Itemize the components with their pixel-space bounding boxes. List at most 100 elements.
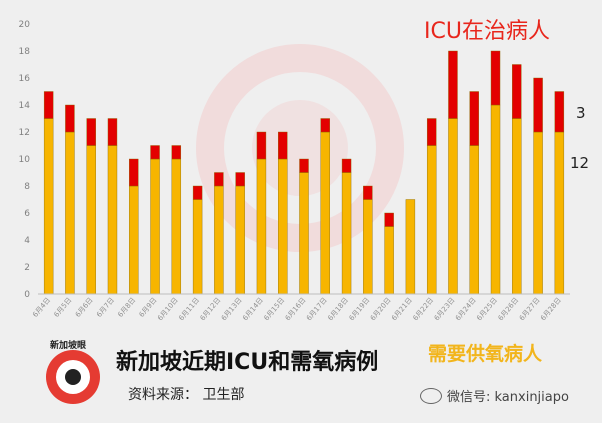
legend-icu-label: ICU在治病人 xyxy=(424,19,550,44)
wechat-id-text: 微信号: kanxinjiapo xyxy=(447,390,569,405)
bar-oxygen xyxy=(384,226,394,295)
wechat-id: 微信号: kanxinjiapo xyxy=(420,386,569,405)
bar-icu xyxy=(235,172,245,187)
y-tick-label: 4 xyxy=(24,236,30,246)
last-bar-top-label: 3 xyxy=(576,104,586,122)
y-tick-label: 2 xyxy=(24,263,30,273)
y-tick-label: 14 xyxy=(19,101,31,111)
bar-icu xyxy=(448,50,458,119)
legend-oxygen-label: 需要供氧病人 xyxy=(428,342,543,365)
bar-icu xyxy=(256,131,267,160)
wechat-icon xyxy=(420,387,442,404)
x-tick-label: 6月18日 xyxy=(326,296,350,322)
x-tick-label: 6月21日 xyxy=(390,296,414,322)
bar-oxygen xyxy=(235,185,245,295)
bar-icu xyxy=(363,185,373,200)
x-tick-label: 6月11日 xyxy=(177,296,201,322)
bar-oxygen xyxy=(129,185,139,295)
bar-icu xyxy=(171,145,182,160)
x-tick-label: 6月20日 xyxy=(369,296,393,322)
bar-icu xyxy=(192,185,203,200)
bar-oxygen xyxy=(490,104,501,295)
bar-oxygen xyxy=(341,172,352,295)
x-tick-label: 6月8日 xyxy=(116,296,137,319)
bar-icu xyxy=(107,118,118,146)
bar-icu xyxy=(86,118,96,146)
logo-text: 新加坡眼 xyxy=(50,341,87,351)
bar-oxygen xyxy=(554,131,565,295)
bar-oxygen xyxy=(405,199,416,295)
x-tick-label: 6月28日 xyxy=(539,296,563,322)
bar-oxygen xyxy=(448,118,458,295)
bar-oxygen xyxy=(256,158,267,295)
x-tick-label: 6月6日 xyxy=(74,296,95,319)
bar-oxygen xyxy=(192,199,203,295)
bar-oxygen xyxy=(107,145,118,295)
x-tick-label: 6月26日 xyxy=(497,296,521,322)
bar-icu xyxy=(320,118,330,133)
bar-icu xyxy=(533,77,543,133)
x-tick-label: 6月7日 xyxy=(95,296,116,319)
x-tick-label: 6月25日 xyxy=(475,296,499,322)
x-tick-label: 6月5日 xyxy=(53,296,74,319)
bar-icu xyxy=(65,104,75,133)
bar-oxygen xyxy=(363,199,373,295)
y-tick-label: 6 xyxy=(24,209,30,219)
bar-icu xyxy=(554,91,565,133)
bar-oxygen xyxy=(512,118,522,295)
y-tick-label: 8 xyxy=(24,182,30,192)
x-tick-label: 6月17日 xyxy=(305,296,329,322)
x-tick-label: 6月16日 xyxy=(284,296,308,322)
logo-ring-icon xyxy=(46,350,100,404)
bar-oxygen xyxy=(171,158,182,295)
bar-icu xyxy=(469,91,479,146)
bar-icu xyxy=(129,158,139,187)
bar-oxygen xyxy=(426,145,437,295)
brand-logo: 新加坡眼 xyxy=(38,338,110,414)
last-bar-bottom-label: 12 xyxy=(570,154,589,172)
logo-eye-icon xyxy=(56,360,90,394)
x-tick-label: 6月13日 xyxy=(220,296,244,322)
bar-icu xyxy=(512,64,522,119)
y-tick-label: 16 xyxy=(19,74,31,84)
page-title: 新加坡近期ICU和需氧病例 xyxy=(116,350,379,375)
y-tick-label: 0 xyxy=(24,290,30,300)
x-tick-label: 6月14日 xyxy=(241,296,265,322)
x-tick-label: 6月15日 xyxy=(263,296,287,322)
x-tick-label: 6月23日 xyxy=(433,296,457,322)
x-tick-label: 6月19日 xyxy=(348,296,372,322)
bar-oxygen xyxy=(150,158,160,295)
x-tick-label: 6月22日 xyxy=(411,296,435,322)
bar-icu xyxy=(490,50,501,106)
bar-oxygen xyxy=(43,118,54,295)
bar-icu xyxy=(299,158,309,173)
bar-oxygen xyxy=(214,185,224,295)
bar-oxygen xyxy=(299,172,309,295)
bar-icu xyxy=(278,131,288,160)
x-tick-label: 6月24日 xyxy=(454,296,478,322)
source-text: 资料来源： 卫生部 xyxy=(128,387,245,403)
bar-icu xyxy=(341,158,352,173)
logo-pupil-icon xyxy=(65,369,81,385)
x-tick-label: 6月27日 xyxy=(518,296,542,322)
x-tick-label: 6月4日 xyxy=(31,296,52,319)
x-tick-label: 6月9日 xyxy=(138,296,159,319)
bar-icu xyxy=(43,91,54,119)
bar-oxygen xyxy=(65,131,75,295)
bar-oxygen xyxy=(320,131,330,295)
x-tick-label: 6月10日 xyxy=(156,296,180,322)
y-tick-label: 12 xyxy=(19,128,30,138)
bar-icu xyxy=(384,212,394,227)
bar-oxygen xyxy=(469,145,479,295)
bar-icu xyxy=(214,172,224,187)
y-tick-label: 20 xyxy=(19,20,31,30)
x-tick-label: 6月12日 xyxy=(199,296,223,322)
bar-oxygen xyxy=(86,145,96,295)
bar-oxygen xyxy=(533,131,543,295)
bar-icu xyxy=(150,145,160,160)
bar-icu xyxy=(426,118,437,146)
bar-oxygen xyxy=(278,158,288,295)
y-tick-label: 18 xyxy=(19,47,31,57)
y-tick-label: 10 xyxy=(19,155,31,165)
